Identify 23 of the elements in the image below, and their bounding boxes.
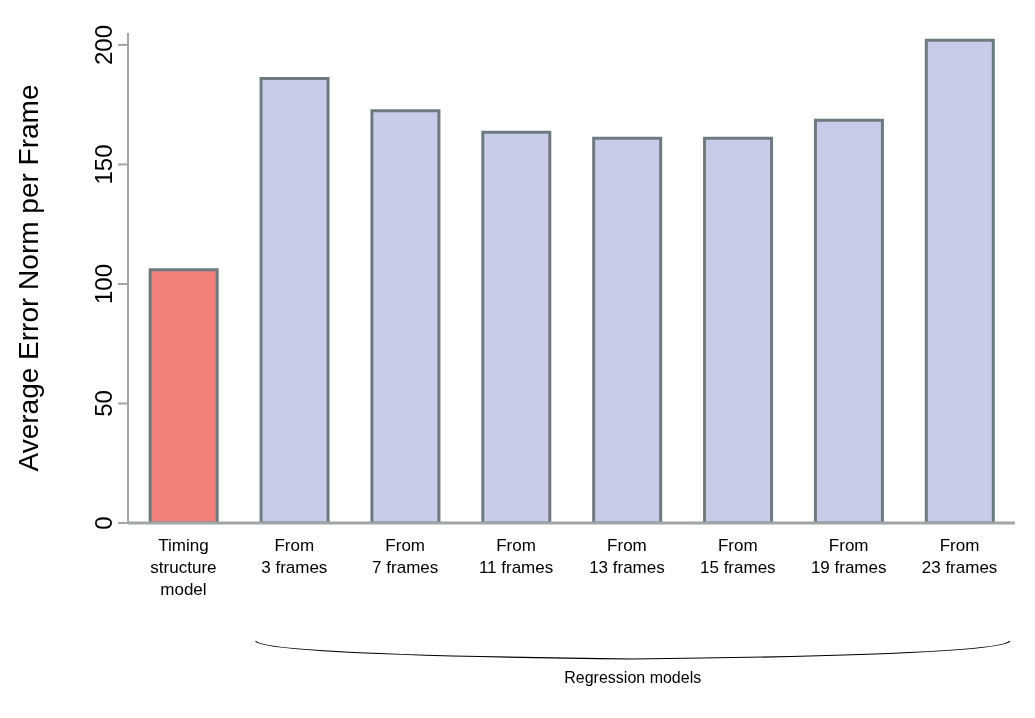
x-tick-label: From 15 frames [700, 536, 776, 577]
x-tick-label: From 11 frames [478, 536, 554, 577]
bar [924, 38, 995, 523]
bar [703, 136, 774, 523]
y-tick-label: 150 [90, 144, 117, 185]
y-axis-title: Average Error Norm per Frame [12, 84, 44, 472]
bar [813, 118, 884, 523]
x-tick-label: From 13 frames [589, 536, 665, 577]
y-tick-label: 200 [90, 24, 117, 65]
y-tick-label: 50 [90, 390, 117, 417]
x-tick-label: From 19 frames [810, 536, 887, 577]
x-tick-label: Timing structure model [150, 536, 217, 599]
x-tick-label: From 3 frames [261, 536, 328, 577]
bar [370, 109, 441, 523]
bar [148, 268, 219, 523]
y-tick-label: 0 [90, 516, 117, 530]
bar [592, 136, 663, 523]
y-tick-label: 100 [90, 263, 117, 304]
x-tick-label: From 7 frames [372, 536, 439, 577]
bar [259, 76, 330, 523]
x-tick-label: From 23 frames [921, 536, 998, 577]
bar [481, 130, 552, 523]
text: Regression models [564, 669, 702, 686]
